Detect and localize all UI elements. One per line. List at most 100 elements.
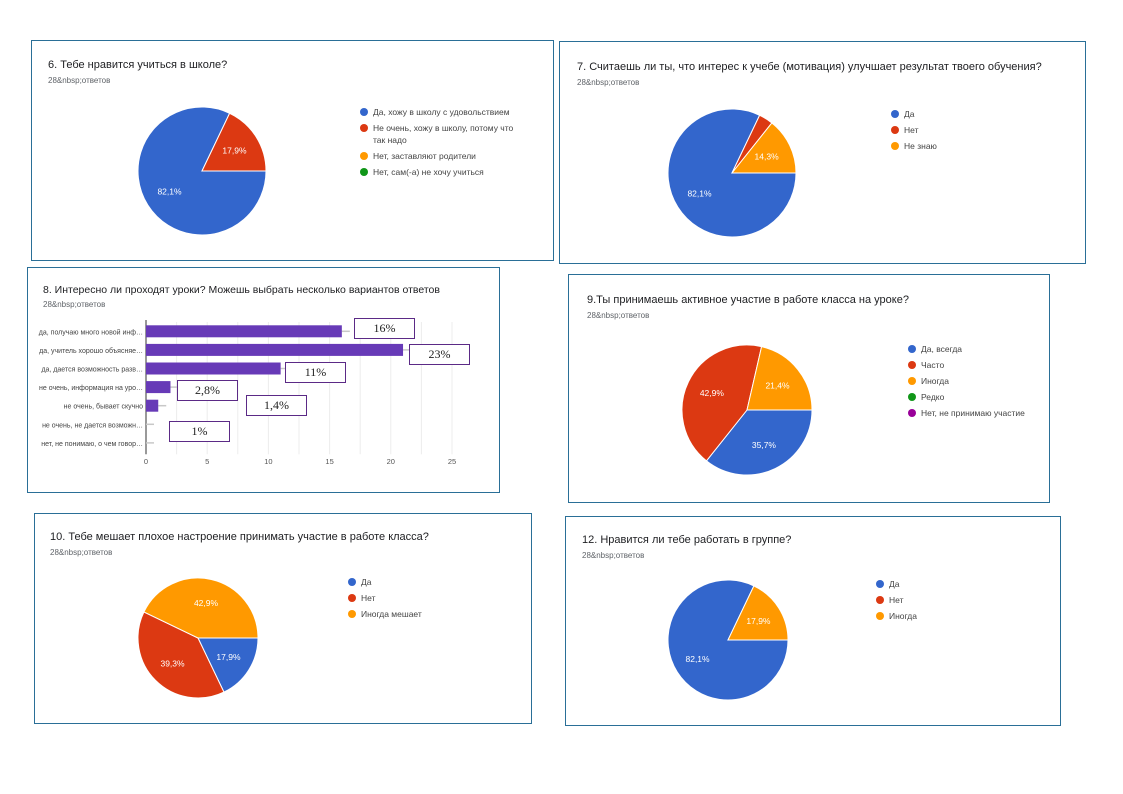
panel-q7 [559,41,1086,264]
pie-slice-q10-2 [143,577,259,639]
legend-label: Нет, заставляют родители [373,151,476,161]
legend-label: Да [904,109,915,119]
bar-3 [146,381,171,394]
slice-label-q6-1: 17,9% [222,146,247,156]
chart-title-q10: 10. Тебе мешает плохое настроение приним… [50,531,429,543]
legend-item-q9-2: Иногда [908,375,1048,387]
legend-item-q12-0: Да [876,578,996,590]
pie-slice-q9-1 [681,344,763,462]
annotation-box-5: 1% [169,421,230,442]
response-count-q12: 28&nbsp;ответов [582,551,645,560]
legend-dot-icon [908,377,916,385]
legend-label: Нет, сам(-а) не хочу учиться [373,167,484,177]
panel-q12 [565,516,1061,726]
legend-label: Да, всегда [921,344,963,354]
bar-0 [146,325,342,338]
bar-1 [146,343,404,356]
legend-dot-icon [360,124,368,132]
response-count-q9: 28&nbsp;ответов [587,311,650,320]
slice-label-q12-0: 82,1% [685,654,710,664]
legend-dot-icon [360,168,368,176]
x-tick-label: 0 [144,457,148,466]
legend-dot-icon [348,610,356,618]
legend-item-q9-1: Часто [908,359,1048,371]
chart-title-q9: 9.Ты принимаешь активное участие в работ… [587,294,909,306]
category-label: нет, не понимаю, о чем говор… [41,441,143,448]
legend-label: Нет, не принимаю участие [921,408,1025,418]
legend-label: Часто [921,360,945,370]
pie-slice-q12-2 [727,585,789,641]
chart-title-q7: 7. Считаешь ли ты, что интерес к учебе (… [577,61,1042,73]
legend-label: Нет [361,593,376,603]
legend-label: Иногда [889,611,917,621]
legend-item-q10-2: Иногда мешает [348,608,468,620]
legend-dot-icon [876,580,884,588]
legend-dot-icon [908,409,916,417]
pie-slice-q9-2 [746,346,813,411]
legend-item-q6-0: Да, хожу в школу с удовольствием [360,106,525,118]
legend-item-q6-1: Не очень, хожу в школу, потому что так н… [360,122,525,146]
chart-title-q12: 12. Нравится ли тебе работать в группе? [582,534,792,546]
legend-dot-icon [891,126,899,134]
slice-label-q12-2: 17,9% [746,616,771,626]
legend-dot-icon [360,152,368,160]
pie-slice-q9-0 [705,409,813,476]
pie-slice-q6-1 [201,112,267,172]
bar-4 [146,399,159,412]
legend-item-q7-0: Да [891,108,1011,120]
legend-label: Не знаю [904,141,937,151]
pie-chart-q9: 35,7% 42,9% 21,4% [681,344,813,476]
legend-dot-icon [908,393,916,401]
annotation-box-1: 23% [409,344,470,365]
x-tick-label: 15 [325,457,333,466]
category-label: не очень, информация на уро… [39,385,143,392]
legend-item-q9-4: Нет, не принимаю участие [908,407,1048,419]
legend-dot-icon [360,108,368,116]
legend-dot-icon [908,345,916,353]
legend-item-q6-3: Нет, сам(-а) не хочу учиться [360,166,525,178]
pie-slice-q10-1 [137,611,225,699]
category-label: не очень, не дается возможн… [42,422,143,429]
slice-label-q10-1: 39,3% [160,658,185,668]
legend-label: Нет [904,125,919,135]
pie-slice-q10-0 [197,637,259,693]
legend-item-q9-3: Редко [908,391,1048,403]
pie-chart-q6: 82,1% 17,9% [137,106,267,236]
legend-label: Да [889,579,900,589]
legend-item-q10-0: Да [348,576,468,588]
slice-label-q10-2: 42,9% [194,598,219,608]
legend-label: Иногда мешает [361,609,422,619]
slice-label-q6-0: 82,1% [157,186,182,196]
slice-label-q9-2: 21,4% [765,381,790,391]
pie-chart-q10: 17,9% 39,3% 42,9% [137,577,259,699]
annotation-box-3: 2,8% [177,380,238,401]
legend-item-q12-2: Иногда [876,610,996,622]
bar-chart-q8: 0 5 10 15 20 25 да, получаю много новой инф… да… [39,320,456,466]
chart-title-q8: 8. Интересно ли проходят уроки? Можешь в… [43,284,440,296]
legend-dot-icon [891,110,899,118]
legend-q12: Да Нет Иногда [876,578,996,626]
annotation-box-2: 11% [285,362,346,383]
response-count-q7: 28&nbsp;ответов [577,78,640,87]
slice-label-q10-0: 17,9% [216,652,241,662]
legend-dot-icon [908,361,916,369]
response-count-q8: 28&nbsp;ответов [43,300,106,309]
category-label: да, дается возможность разв… [41,367,143,374]
legend-q7: Да Нет Не знаю [891,108,1011,156]
panel-q10 [34,513,532,724]
slice-label-q7-2: 14,3% [755,151,780,161]
slice-label-q9-0: 35,7% [752,440,777,450]
panel-q9 [568,274,1050,503]
response-count-q6: 28&nbsp;ответов [48,76,111,85]
legend-dot-icon [348,578,356,586]
legend-label: Иногда [921,376,949,386]
legend-item-q7-2: Не знаю [891,140,1011,152]
pie-chart-q12: 82,1% 17,9% [667,579,789,701]
legend-label: Да, хожу в школу с удовольствием [373,107,510,117]
legend-item-q12-1: Нет [876,594,996,606]
panel-q6 [31,40,554,261]
legend-label: Не очень, хожу в школу, потому что так н… [373,123,514,145]
legend-item-q7-1: Нет [891,124,1011,136]
x-tick-label: 25 [448,457,456,466]
legend-q9: Да, всегда Часто Иногда Редко Нет, не приним… [908,343,1048,423]
